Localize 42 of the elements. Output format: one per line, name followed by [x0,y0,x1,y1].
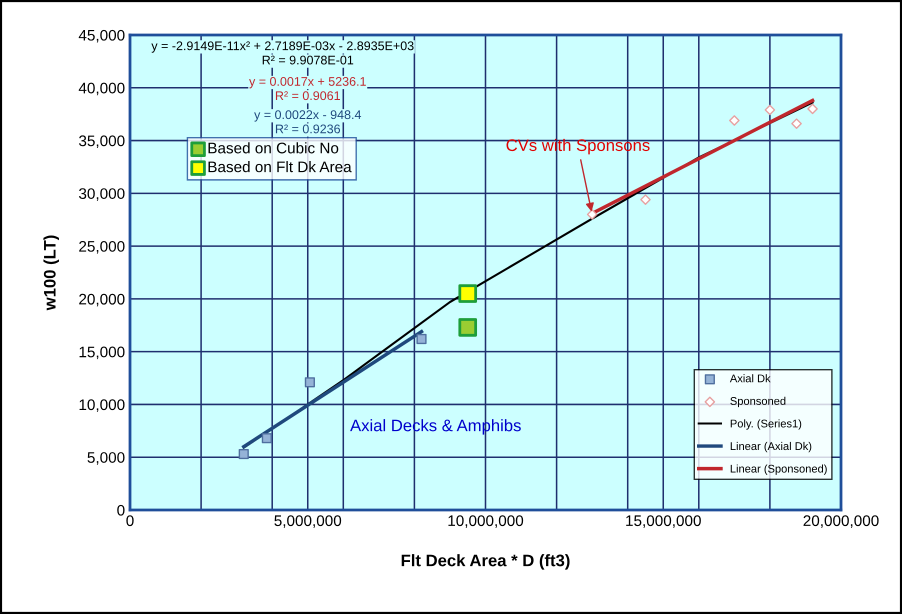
legend-label: Based on Flt Dk Area [208,161,352,172]
x-tick-label: 20,000,000 [804,515,879,528]
y-tick-label: 10,000 [80,399,125,412]
point [586,209,598,220]
annotation: R² = 0.9236 [276,124,340,134]
legend-label: Sponsoned [730,396,786,408]
annotation: y = 0.0022x - 948.4 [254,110,362,122]
legend-label: Linear (Sponsoned) [730,464,827,475]
y-tick-label: 0 [117,504,125,516]
point [458,284,478,303]
annotation: R² = 9.9078E-01 [262,56,354,64]
annotation: y = -2.9149E-11x² + 2.7189E-03x - 2.8935E+03 [151,41,414,53]
y-tick-label: 5,000 [88,452,125,465]
point [640,194,651,205]
point [807,104,818,114]
y-tick-label: 15,000 [80,346,125,360]
y-tick-label: 25,000 [79,240,125,254]
point [262,433,272,444]
y-tick-label: 20,000 [79,294,125,306]
x-axis-title: Flt Deck Area * D (ft3) [402,554,570,570]
point [764,104,776,116]
y-tick-label: 30,000 [79,188,125,201]
y-tick-label: 40,000 [78,82,125,96]
point [458,318,478,337]
x-tick-label: 10,000,000 [448,515,524,528]
legend-label: Poly. (Series1) [730,419,802,430]
legend-label: Linear (Axial Dk) [730,442,812,452]
point [729,115,740,126]
legend-label: Based on Cubic No [208,142,338,154]
y-tick-label: 35,000 [79,135,125,148]
point [416,334,427,344]
x-tick-label: 15,000,000 [626,515,701,528]
legend-label: Axial Dk [730,374,771,382]
y-tick-label: 45,000 [78,30,125,42]
y-axis-title: w100 (LT) [43,236,59,310]
x-tick-label: 5,000,000 [274,515,342,528]
x-tick-label: 0 [126,515,134,526]
annotation: R² = 0.9061 [276,91,340,100]
point [791,118,802,129]
point [304,377,315,388]
annotation: y = 0.0017x + 5236.1 [249,77,366,88]
point [238,448,249,460]
